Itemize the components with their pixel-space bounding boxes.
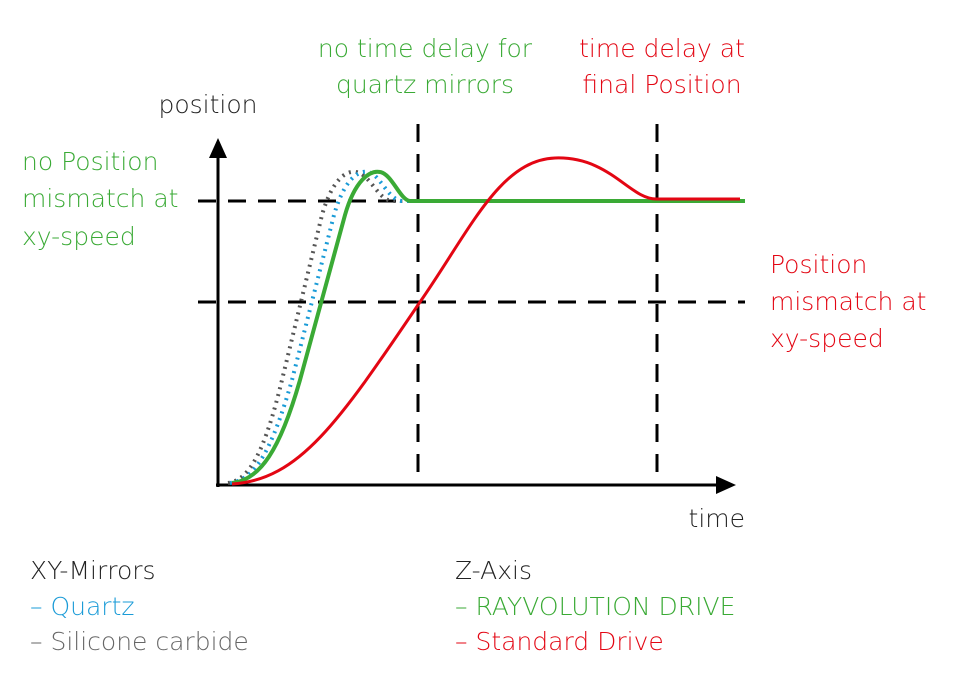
x-arrow: [716, 476, 736, 494]
legend-title: Z-Axis: [455, 556, 532, 585]
legend-item: – RAYVOLUTION DRIVE: [455, 592, 735, 621]
x-label: time: [689, 504, 745, 533]
rayvolution-curve: [231, 169, 745, 485]
annotation: mismatch at: [22, 184, 178, 213]
legend-item: – Standard Drive: [455, 627, 664, 656]
annotation: final Position: [582, 70, 741, 99]
annotation: no Position: [22, 147, 158, 176]
y-arrow: [209, 138, 227, 158]
annotation: Position: [770, 250, 867, 279]
annotation: xy-speed: [22, 222, 136, 251]
curves: [227, 156, 745, 486]
annotation: quartz mirrors: [336, 70, 514, 99]
legend-title: XY-Mirrors: [30, 556, 156, 585]
legend-item: – Silicone carbide: [30, 627, 249, 656]
annotation: no time delay for: [318, 34, 533, 63]
y-label: position: [158, 90, 257, 119]
annotation: mismatch at: [770, 287, 926, 316]
legend-item: – Quartz: [30, 592, 135, 621]
annotation: time delay at: [579, 34, 745, 63]
quartz-curve: [229, 169, 420, 485]
guides: [198, 124, 745, 485]
annotation: xy-speed: [770, 324, 884, 353]
axes: [209, 138, 736, 494]
standard-curve: [231, 156, 740, 486]
